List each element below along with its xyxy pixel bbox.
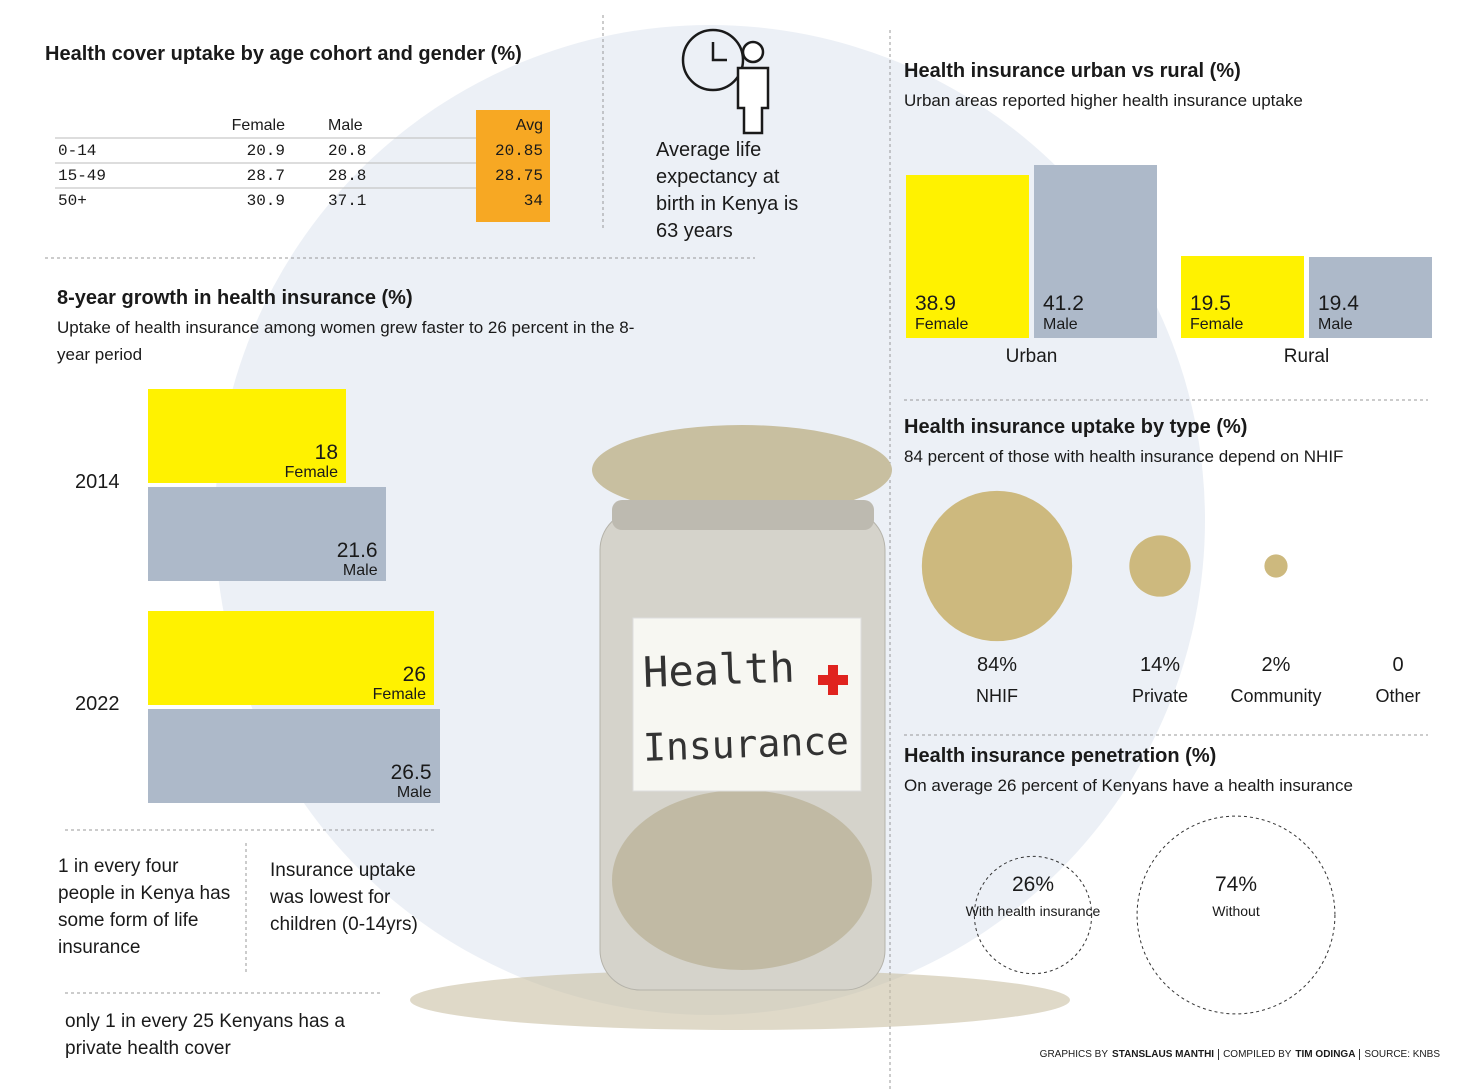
bubble [973,855,1093,975]
bubble [1264,554,1288,578]
category-label: NHIF [976,686,1018,706]
value-label: 26% [1011,873,1055,896]
dividers [45,15,1428,1089]
chart-title: Health insurance penetration (%) [904,745,1217,767]
note: 1 in every four people in Kenya has some… [58,856,231,958]
credits: GRAPHICS BY STANSLAUS MANTHI COMPILED BY TI… [1040,1049,1440,1060]
category-label: Without [1212,903,1260,919]
chart-subtitle: On average 26 percent of Kenyans have a … [904,776,1353,795]
table-cell: 20.85 [494,142,543,160]
chart-title: Health insurance uptake by type (%) [904,416,1248,438]
chart-subtitle: Urban areas reported higher health insur… [904,91,1303,110]
avg-highlight [476,110,550,222]
legend-entry: Male [1318,315,1353,333]
table-cell: 28.8 [328,167,367,185]
table-cell: 28.7 [246,167,285,185]
bar: 21.6 Male [148,487,386,581]
value-label: 2% [1261,654,1291,676]
bar-value: 26.5 [390,761,432,784]
table-cell: 20.8 [328,142,367,160]
bar: 26 Female [148,611,434,705]
credit-part: GRAPHICS BY [1039,1049,1109,1060]
category-label: Community [1230,686,1322,706]
bar: 38.9 Female [906,174,1029,338]
bubble [1129,535,1191,597]
legend-entry: Female [1190,315,1244,333]
bubble [921,490,1073,642]
column-header: Female [231,117,285,134]
note: Insurance uptake was lowest for children… [270,860,418,935]
category-label: 2014 [75,471,120,493]
bubble [1136,815,1336,1015]
life-expectancy: Average life expectancy at birth in Keny… [656,139,799,242]
value-label: 84% [976,654,1018,676]
bar: 19.4 Male [1309,256,1432,338]
bar-value: 41.2 [1043,291,1084,315]
row-label: 0-14 [58,142,97,160]
column-header: Avg [515,117,543,134]
bar: 18 Female [148,389,346,483]
table-title: Health cover uptake by age cohort and ge… [45,43,522,65]
chart-subtitle: Uptake of health insurance among women g… [57,318,635,364]
bar-value: 19.4 [1318,291,1359,315]
chart-title: Health insurance urban vs rural (%) [904,60,1241,82]
photo-label: Insurance [642,718,850,770]
bar: 41.2 Male [1034,164,1157,338]
legend-entry: Female [372,686,426,703]
credit-part: SOURCE: KNBS [1359,1049,1440,1060]
chart-subtitle: 84 percent of those with health insuranc… [904,447,1344,466]
value-label: 0 [1392,654,1404,676]
row-label: 15-49 [58,167,107,185]
table-cell: 20.9 [246,142,285,160]
clock-person-icon [681,28,770,135]
row-label: 50+ [58,192,87,210]
table-cell: 34 [523,192,543,210]
category-label: 2022 [75,693,120,715]
table-cell: 37.1 [328,192,367,210]
table-cell: 28.75 [494,167,543,185]
credit-part: STANSLAUS MANTHI [1112,1049,1215,1060]
bar: 26.5 Male [148,709,440,803]
credit-part: TIM ODINGA [1295,1049,1356,1060]
photo-label: Health [642,642,796,697]
bar: 19.5 Female [1181,256,1304,338]
legend-entry: Female [284,464,338,481]
legend-entry: Female [915,315,969,333]
jar [410,425,1070,1030]
legend-entry: Male [1043,315,1078,333]
column-header: Male [328,117,363,134]
category-label: Other [1375,686,1421,706]
category-label: With health insurance [965,903,1101,919]
value-label: 74% [1214,873,1258,896]
note: only 1 in every 25 Kenyans has a private… [65,1011,345,1059]
bar-value: 26 [402,663,426,686]
bar-value: 18 [314,441,338,464]
legend-entry: Male [396,784,432,801]
category-label: Private [1131,686,1189,706]
chart-title: 8-year growth in health insurance (%) [57,287,413,309]
category-label: Rural [1283,346,1330,367]
bar-value: 38.9 [915,291,956,315]
bar-value: 21.6 [336,539,378,562]
legend-entry: Male [342,562,378,579]
value-label: 14% [1139,654,1181,676]
bar-value: 19.5 [1190,291,1231,315]
table-cell: 30.9 [246,192,285,210]
category-label: Urban [1005,346,1058,367]
credit-part: COMPILED BY [1218,1049,1291,1060]
